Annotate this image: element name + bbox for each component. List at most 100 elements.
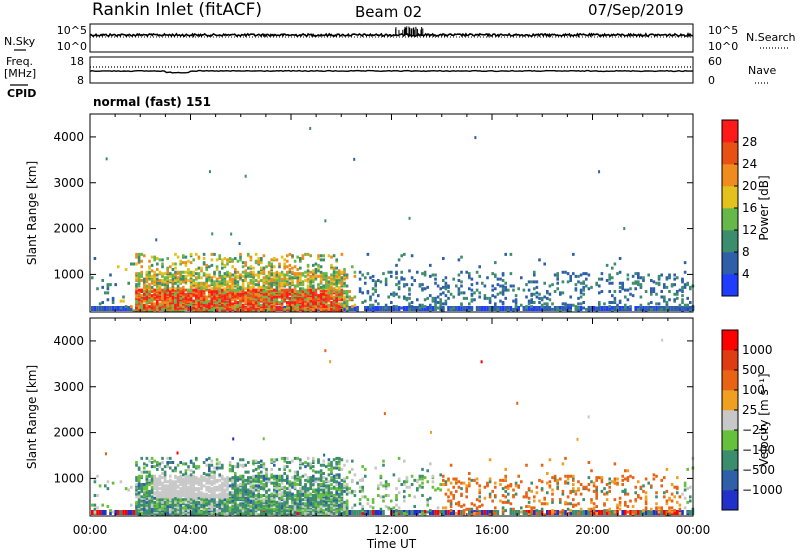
- power-cell: [333, 287, 336, 290]
- power-cell: [426, 306, 429, 311]
- velocity-cell: [153, 475, 156, 478]
- power-cell: [515, 301, 518, 304]
- velocity-cell: [125, 510, 128, 515]
- power-cell: [346, 285, 349, 288]
- power-cell: [382, 272, 385, 275]
- power-cell: [619, 306, 622, 311]
- velocity-cell: [343, 508, 346, 511]
- velocity-cell: [302, 498, 305, 501]
- power-cell: [473, 291, 476, 294]
- power-cell: [489, 307, 492, 310]
- velocity-cell: [156, 468, 159, 471]
- velocity-cell: [234, 472, 237, 475]
- power-cell: [151, 307, 154, 310]
- velocity-cell: [260, 460, 263, 463]
- velocity-cell: [281, 482, 284, 485]
- velocity-cell: [260, 475, 263, 478]
- power-cell: [530, 301, 533, 304]
- power-cell: [226, 296, 229, 299]
- power-cell: [195, 276, 198, 279]
- velocity-cell: [216, 479, 219, 482]
- velocity-cell: [156, 464, 159, 467]
- velocity-cell: [333, 494, 336, 497]
- power-cell: [291, 289, 294, 292]
- velocity-cell: [348, 471, 351, 474]
- velocity-cell: [153, 501, 156, 504]
- velocity-cell: [237, 462, 240, 465]
- power-cell: [606, 306, 609, 311]
- velocity-cell: [283, 465, 286, 468]
- power-cell: [445, 282, 448, 285]
- velocity-cell: [94, 504, 97, 507]
- velocity-cell: [169, 467, 172, 470]
- power-cell: [172, 289, 175, 292]
- power-cell: [281, 271, 284, 274]
- power-cell: [530, 293, 533, 296]
- power-cell: [317, 269, 320, 272]
- power-cell: [205, 298, 208, 301]
- velocity-cell: [351, 460, 354, 463]
- power-cell: [343, 298, 346, 301]
- power-cell: [627, 298, 630, 301]
- power-cell: [278, 276, 281, 279]
- power-cell: [320, 286, 323, 289]
- velocity-cell: [229, 468, 232, 471]
- velocity-cell: [320, 489, 323, 492]
- velocity-cell: [166, 508, 169, 511]
- power-cell: [307, 300, 310, 303]
- power-cell: [582, 286, 585, 289]
- velocity-cell: [244, 504, 247, 507]
- power-cell: [138, 275, 141, 278]
- velocity-cell: [151, 475, 154, 478]
- power-cell: [679, 304, 682, 307]
- power-cell: [640, 276, 643, 279]
- power-cell: [538, 301, 541, 304]
- power-cell: [146, 271, 149, 274]
- velocity-cell: [250, 500, 253, 503]
- velocity-cell: [270, 509, 273, 512]
- velocity-cell: [291, 460, 294, 463]
- power-cell: [328, 276, 331, 279]
- velocity-cell: [260, 480, 263, 483]
- velocity-cell: [234, 495, 237, 498]
- power-cell: [109, 306, 112, 311]
- power-cell: [623, 227, 625, 230]
- power-cell: [595, 282, 598, 285]
- power-cell: [549, 298, 552, 301]
- power-cell: [637, 283, 640, 286]
- velocity-cell: [484, 510, 487, 515]
- power-cell: [341, 289, 344, 292]
- power-cell: [218, 271, 221, 274]
- power-cell: [598, 291, 601, 294]
- velocity-cell: [244, 464, 247, 467]
- power-cell: [369, 304, 372, 307]
- velocity-cell: [96, 510, 99, 515]
- power-cell: [621, 308, 624, 311]
- velocity-cell: [226, 498, 229, 501]
- power-cell: [533, 271, 536, 274]
- velocity-cell: [140, 475, 143, 478]
- velocity-cell: [276, 482, 279, 485]
- power-cell: [434, 278, 437, 281]
- velocity-cell: [192, 505, 195, 508]
- power-cell: [114, 283, 117, 286]
- power-cell: [138, 257, 141, 260]
- velocity-cell: [153, 465, 156, 468]
- power-cell: [458, 290, 461, 293]
- velocity-cell: [229, 478, 232, 481]
- power-cell: [289, 297, 292, 300]
- power-cell: [343, 271, 346, 274]
- power-cell: [497, 293, 500, 296]
- power-cell: [205, 274, 208, 277]
- power-cell: [151, 302, 154, 305]
- power-cell: [398, 306, 401, 311]
- velocity-cell: [231, 465, 234, 468]
- velocity-cell: [255, 505, 258, 508]
- velocity-cell: [312, 494, 315, 497]
- velocity-cell: [330, 476, 333, 479]
- power-cell: [608, 290, 611, 293]
- velocity-cell: [234, 509, 237, 512]
- power-cell: [107, 298, 110, 301]
- power-cell: [302, 293, 305, 296]
- power-cell: [390, 301, 393, 304]
